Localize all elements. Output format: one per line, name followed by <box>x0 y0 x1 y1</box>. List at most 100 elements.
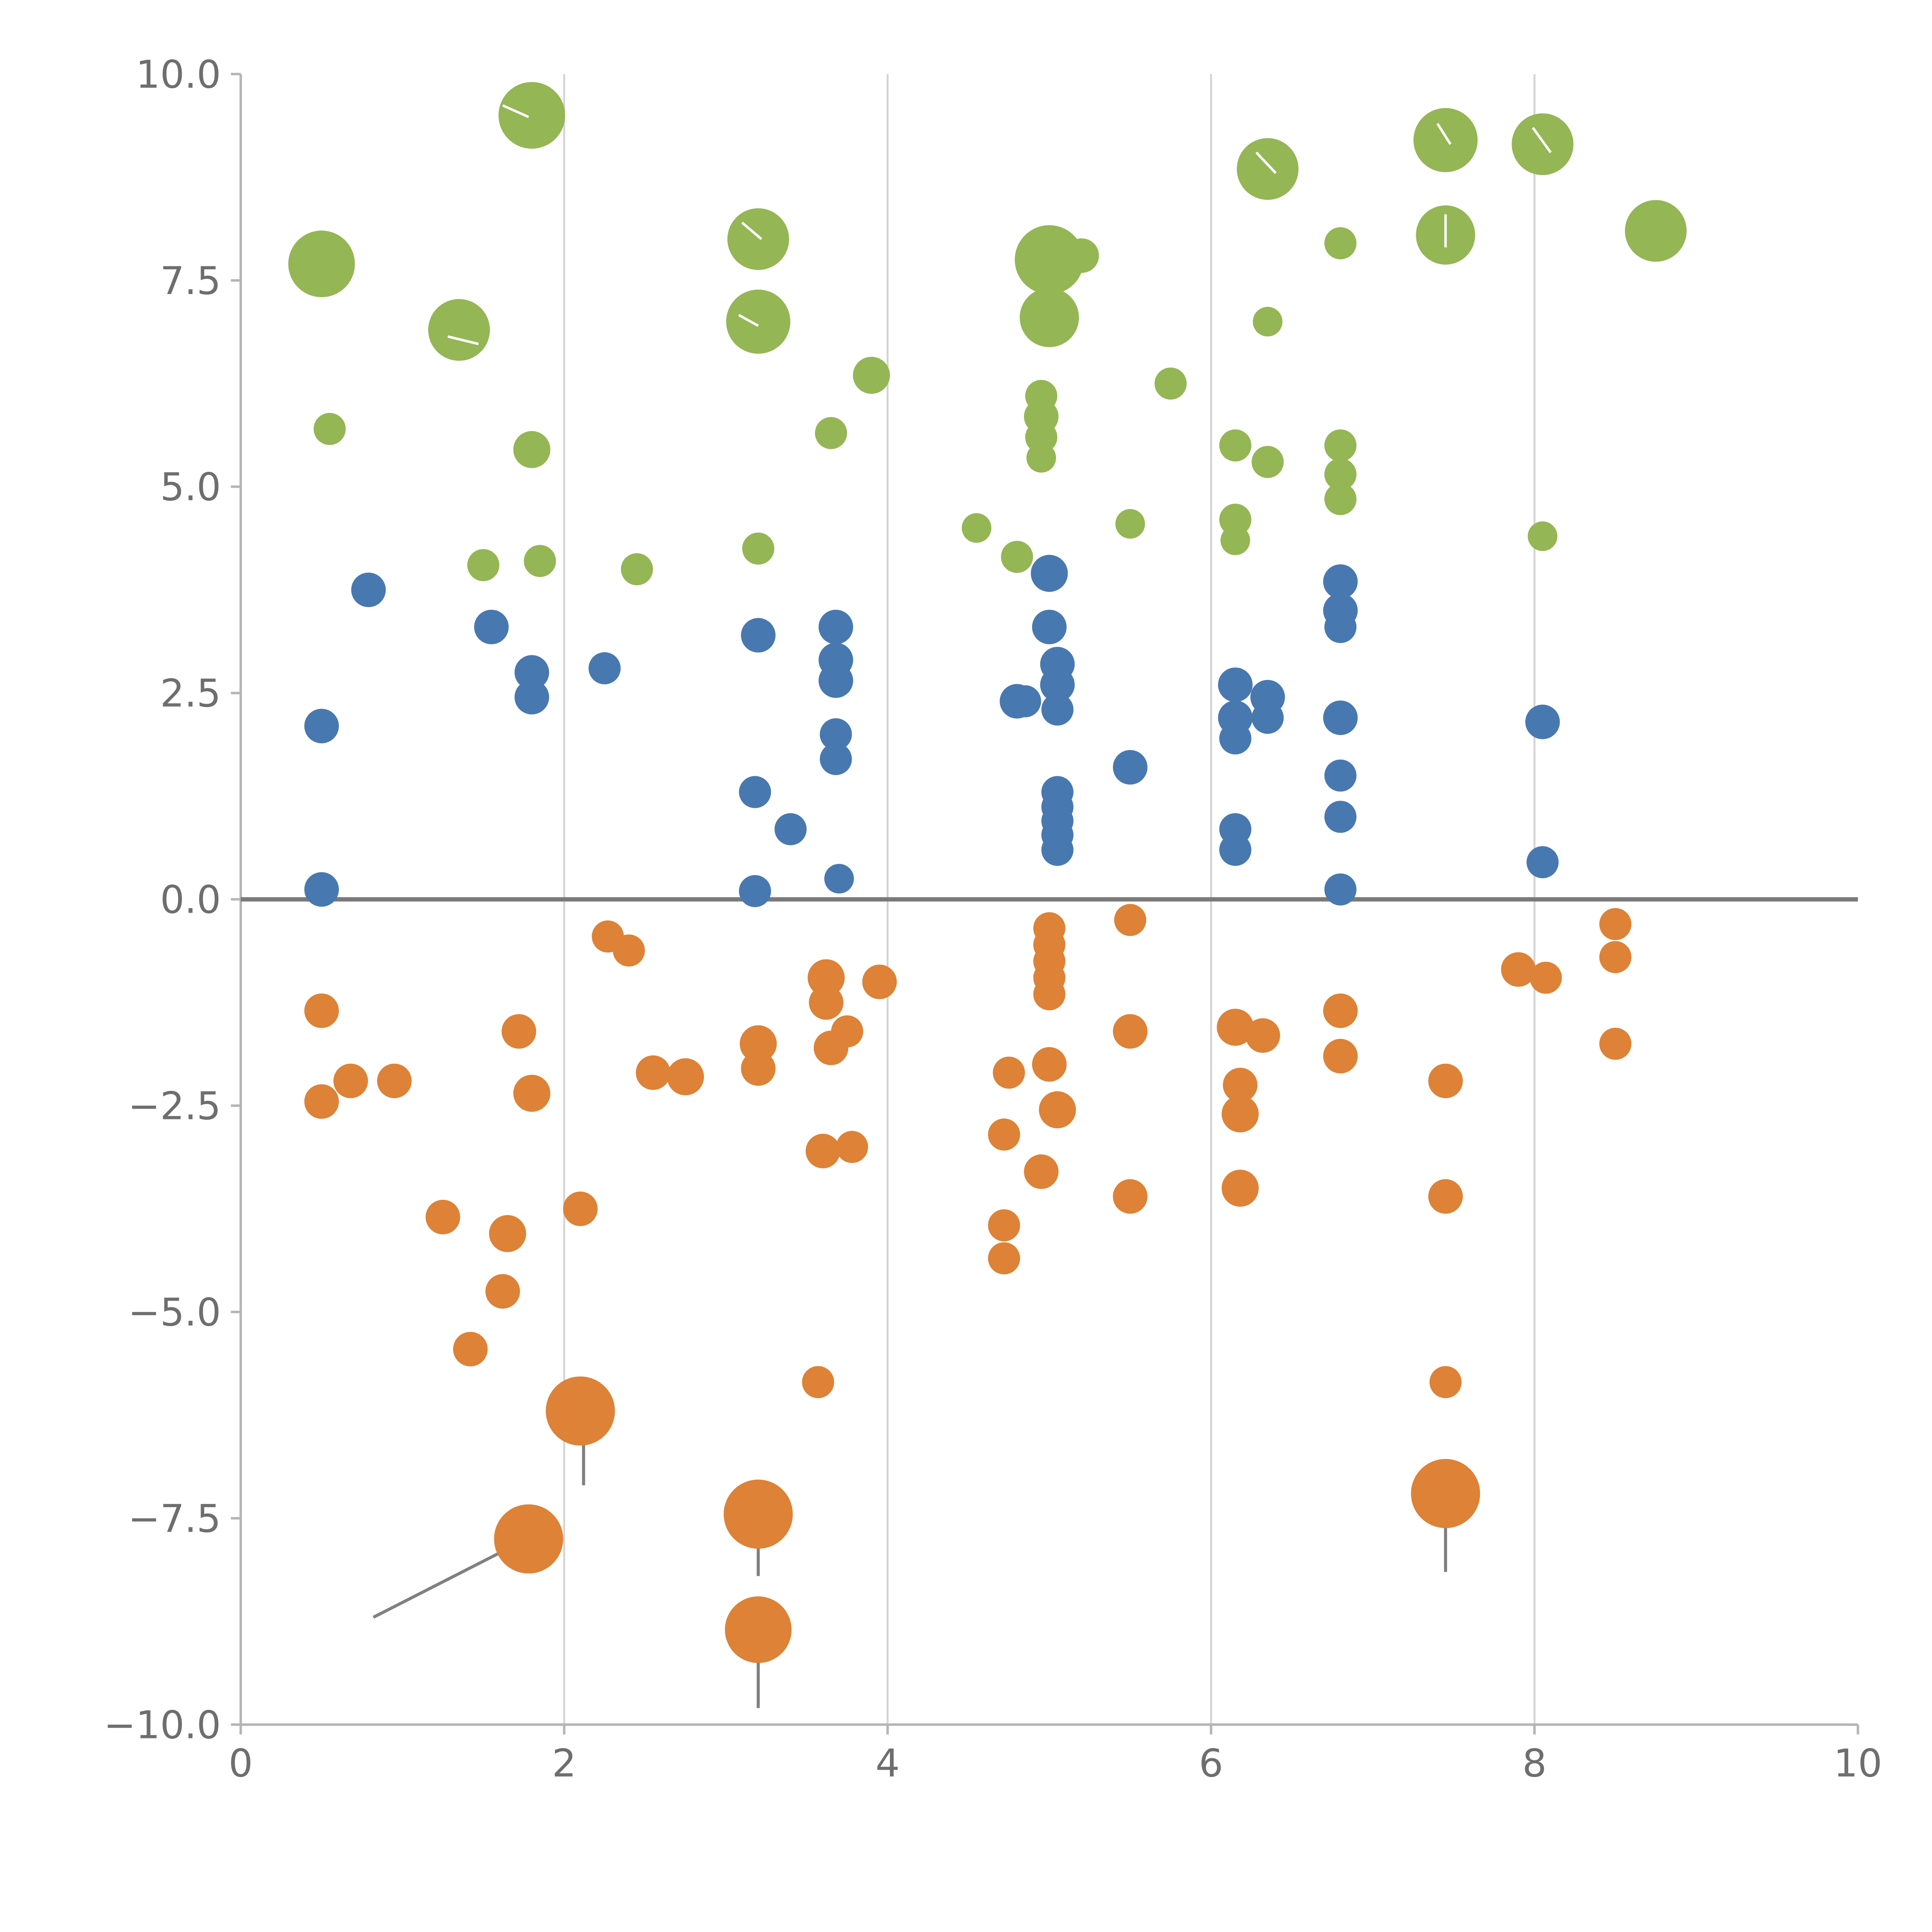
scatter-point-orange <box>805 1134 840 1168</box>
annotation-leader-line-white <box>502 104 529 118</box>
scatter-point-green <box>1219 429 1252 462</box>
scatter-point-green <box>498 82 565 149</box>
scatter-point-orange <box>513 1075 551 1112</box>
scatter-point-green <box>1413 108 1478 172</box>
scatter-point-orange <box>1113 1014 1148 1049</box>
scatter-point-blue <box>774 813 807 845</box>
x-tick-label: 6 <box>1199 1741 1223 1786</box>
scatter-point-blue <box>820 743 852 775</box>
scatter-point-orange <box>802 1366 834 1398</box>
scatter-point-orange <box>546 1376 615 1446</box>
scatter-point-blue <box>1324 759 1357 792</box>
scatter-point-green <box>1527 521 1558 551</box>
scatter-point-blue <box>1113 750 1148 785</box>
scatter-point-orange <box>1599 1027 1632 1060</box>
scatter-point-green <box>1220 526 1250 555</box>
scatter-point-blue <box>1252 702 1284 734</box>
scatter-point-blue <box>1032 609 1067 645</box>
scatter-point-orange <box>723 1480 793 1549</box>
scatter-point-green <box>1324 227 1357 260</box>
scatter-point-blue <box>1009 685 1041 718</box>
scatter-point-blue <box>741 618 776 653</box>
scatter-point-orange <box>862 964 897 999</box>
scatter-point-green <box>961 513 992 543</box>
scatter-point-green <box>727 208 789 270</box>
scatter-point-orange <box>425 1200 460 1235</box>
scatter-point-orange <box>988 1209 1020 1242</box>
scatter-point-green <box>726 289 791 354</box>
scatter-point-orange <box>809 985 844 1020</box>
scatter-point-green <box>1001 541 1033 573</box>
scatter-point-blue <box>1324 611 1357 643</box>
scatter-point-blue <box>514 655 549 690</box>
scatter-point-blue <box>1323 564 1358 599</box>
scatter-point-orange <box>1223 1068 1258 1102</box>
y-tick-label: 7.5 <box>160 259 221 303</box>
scatter-point-orange <box>1411 1459 1480 1528</box>
scatter-point-orange <box>1221 1170 1259 1207</box>
scatter-point-orange <box>993 1056 1025 1089</box>
scatter-point-blue <box>739 875 771 907</box>
scatter-point-blue <box>1041 833 1074 866</box>
scatter-point-orange <box>1428 1063 1463 1099</box>
scatter-point-orange <box>1221 1095 1259 1133</box>
scatter-point-green <box>1236 138 1299 200</box>
scatter-point-orange <box>741 1051 776 1086</box>
annotation-leader-line-white <box>1436 123 1452 145</box>
scatter-point-blue <box>824 864 854 894</box>
scatter-point-orange <box>333 1063 368 1099</box>
y-tick-label: −7.5 <box>128 1497 221 1541</box>
x-tick-label: 4 <box>876 1741 900 1786</box>
scatter-point-green <box>1019 288 1079 347</box>
scatter-point-blue <box>1218 667 1253 702</box>
scatter-point-blue <box>820 718 852 750</box>
scatter-point-orange <box>1113 1179 1148 1214</box>
scatter-point-blue <box>1525 704 1560 740</box>
scatter-point-orange <box>740 1025 777 1063</box>
scatter-point-blue <box>304 709 339 743</box>
scatter-point-orange <box>1039 1091 1076 1129</box>
scatter-point-orange <box>304 1084 339 1119</box>
scatter-point-orange <box>304 993 339 1028</box>
annotation-leader-line-white <box>1532 127 1552 153</box>
scatter-point-orange <box>636 1055 670 1090</box>
scatter-point-green <box>853 357 890 394</box>
x-tick-label: 0 <box>228 1741 253 1786</box>
scatter-point-orange <box>836 1131 868 1163</box>
scatter-point-orange <box>1033 978 1066 1010</box>
annotation-leader-line-white <box>741 221 762 240</box>
scatter-point-blue <box>818 609 853 645</box>
scatter-point-blue <box>588 652 621 684</box>
annotation-leader-line-white <box>1255 151 1277 174</box>
scatter-point-orange <box>1323 993 1358 1028</box>
scatter-point-blue <box>1526 846 1559 878</box>
annotation-leader-line-white <box>738 314 759 327</box>
scatter-point-green <box>742 532 774 565</box>
scatter-point-orange <box>725 1596 792 1663</box>
scatter-point-blue <box>514 680 549 714</box>
scatter-point-green <box>1015 225 1084 294</box>
y-tick-label: 10.0 <box>136 53 221 97</box>
scatter-point-orange <box>1245 1018 1280 1053</box>
annotation-leader-line-white <box>447 335 479 345</box>
scatter-point-green <box>313 413 346 445</box>
scatter-point-orange <box>377 1063 412 1099</box>
scatter-point-green <box>1025 421 1058 453</box>
scatter-point-orange <box>808 959 845 997</box>
scatter-point-green <box>524 545 556 577</box>
scatter-point-green <box>288 230 355 298</box>
scatter-point-orange <box>1429 1366 1462 1398</box>
scatter-point-orange <box>1501 952 1536 987</box>
scatter-point-blue <box>1219 833 1252 866</box>
scatter-point-orange <box>1530 961 1562 994</box>
scatter-point-orange <box>1599 941 1632 973</box>
scatter-point-blue <box>351 572 386 607</box>
scatter-point-orange <box>1114 904 1146 936</box>
scatter-point-blue <box>1324 873 1357 906</box>
scatter-point-green <box>513 431 551 468</box>
x-tick-label: 2 <box>552 1741 577 1786</box>
x-tick-label: 10 <box>1833 1741 1882 1786</box>
scatter-point-green <box>815 417 847 449</box>
scatter-point-orange <box>502 1014 536 1049</box>
